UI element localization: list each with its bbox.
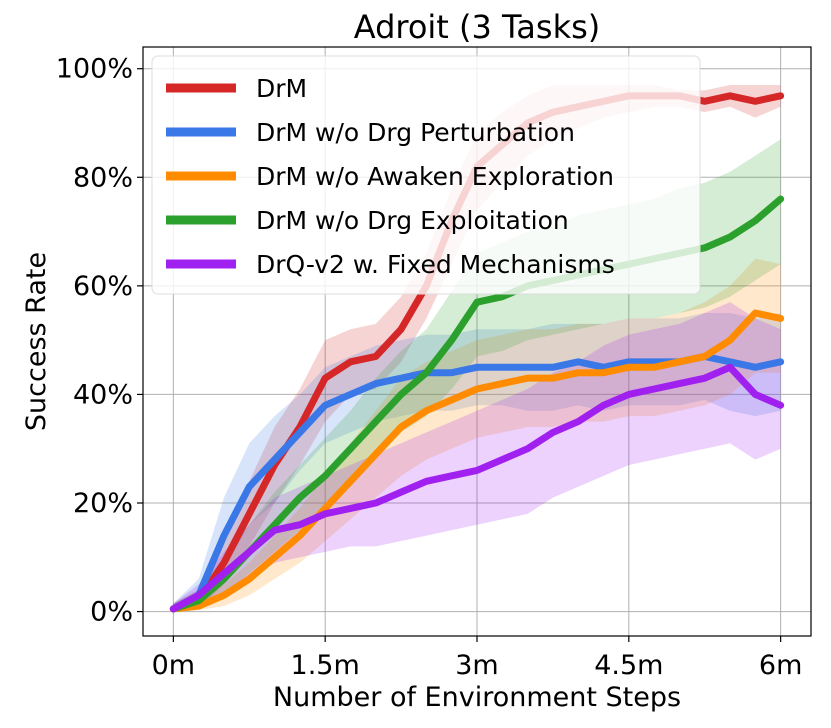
line-series-2 xyxy=(169,309,785,613)
y-tick-label: 100% xyxy=(56,54,133,85)
x-tick-label: 0m xyxy=(152,650,195,681)
x-tick-label: 6m xyxy=(759,650,802,681)
band-series-2 xyxy=(173,258,781,612)
line-series-4 xyxy=(169,363,785,613)
y-tick-label: 0% xyxy=(90,597,133,628)
legend-box xyxy=(151,55,701,295)
band-series-1 xyxy=(173,313,781,612)
chart-title: Adroit (3 Tasks) xyxy=(354,8,601,46)
legend-label: DrQ-v2 w. Fixed Mechanisms xyxy=(256,250,615,279)
band-series-4 xyxy=(173,302,781,612)
tick-labels: 0m 1.5m 3m 4.5m 6m 0% 20% 40% 60% 80% 100% xyxy=(56,54,803,681)
legend-label: DrM w/o Drg Exploitation xyxy=(256,206,569,235)
y-tick-label: 60% xyxy=(73,271,133,302)
legend-label: DrM w/o Awaken Exploration xyxy=(256,162,614,191)
y-tick-label: 80% xyxy=(73,162,133,193)
x-axis-label: Number of Environment Steps xyxy=(273,682,681,713)
legend: DrM DrM w/o Drg Perturbation DrM w/o Awake… xyxy=(151,55,701,295)
x-tick-label: 1.5m xyxy=(291,650,360,681)
x-tick-label: 4.5m xyxy=(594,650,663,681)
y-tick-label: 20% xyxy=(73,488,133,519)
legend-label: DrM w/o Drg Perturbation xyxy=(256,118,575,147)
y-axis-label: Success Rate xyxy=(21,252,52,431)
y-tick-label: 40% xyxy=(73,379,133,410)
x-tick-label: 3m xyxy=(455,650,498,681)
legend-label: DrM xyxy=(256,74,307,103)
